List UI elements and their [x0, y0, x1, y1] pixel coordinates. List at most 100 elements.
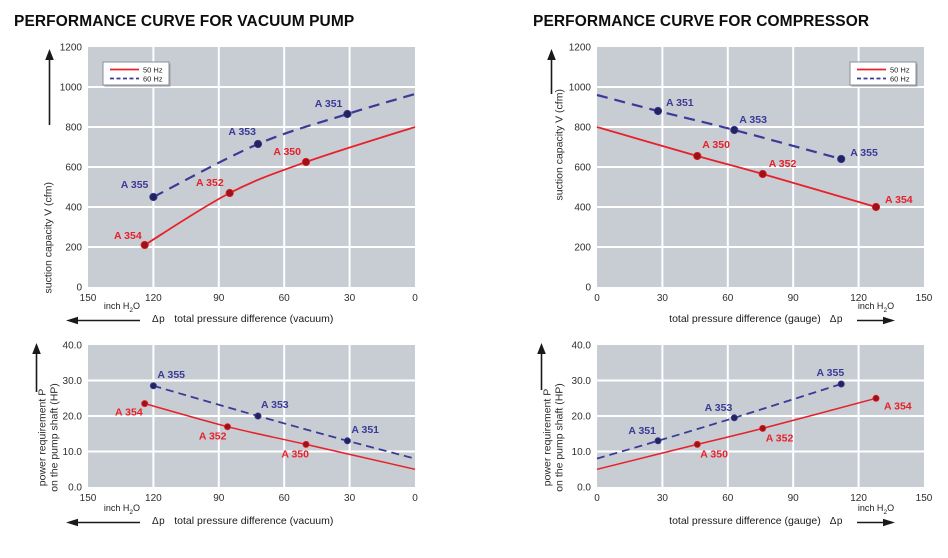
unit-label: inch H2O: [857, 301, 895, 314]
svg-text:120: 120: [145, 293, 162, 304]
svg-text:800: 800: [65, 123, 82, 134]
svg-text:A 353: A 353: [228, 126, 256, 138]
svg-text:400: 400: [65, 203, 82, 214]
svg-text:90: 90: [788, 493, 800, 504]
svg-text:0.0: 0.0: [577, 483, 591, 494]
unit-inch-h2o: inch H2O: [66, 301, 140, 325]
vacuum-pump-title: PERFORMANCE CURVE FOR VACUUM PUMP: [14, 13, 355, 30]
svg-text:30: 30: [344, 293, 356, 304]
svg-text:150: 150: [80, 493, 97, 504]
svg-text:0: 0: [594, 293, 600, 304]
right-arrow-icon: [857, 518, 895, 527]
up-arrow-icon: [45, 49, 54, 125]
svg-text:A 351: A 351: [666, 97, 694, 109]
svg-text:A 350: A 350: [700, 448, 728, 460]
svg-text:20.0: 20.0: [572, 412, 592, 423]
svg-text:10.0: 10.0: [572, 447, 592, 458]
up-arrow-icon: [537, 343, 546, 390]
compressor-power-chart: 0 30 60 90 120 150 0.0 10.0 20.0 30.0 40.0 A 350 A 3…: [572, 341, 933, 505]
svg-text:A 351: A 351: [628, 425, 656, 437]
svg-text:10.0: 10.0: [63, 447, 83, 458]
left-arrow-icon: [66, 316, 140, 325]
svg-text:A 353: A 353: [739, 114, 767, 126]
svg-text:0: 0: [76, 283, 82, 294]
svg-text:A 350: A 350: [281, 448, 309, 460]
svg-text:1200: 1200: [60, 43, 83, 54]
svg-text:0: 0: [585, 283, 591, 294]
svg-text:A 352: A 352: [199, 431, 227, 443]
svg-text:A 352: A 352: [196, 177, 224, 189]
vacuum-capacity-chart: 150 120 90 60 30 0 0 200 400 600 800 1000 1200 A 354 A…: [60, 43, 418, 305]
svg-text:0: 0: [412, 293, 418, 304]
x-axis-label: total pressure difference (vacuum): [174, 313, 334, 325]
svg-text:90: 90: [213, 293, 225, 304]
right-arrow-icon: [857, 316, 895, 325]
svg-text:200: 200: [574, 243, 591, 254]
svg-text:A 355: A 355: [157, 369, 185, 381]
svg-text:150: 150: [916, 293, 933, 304]
x-axis-label: total pressure difference (gauge): [669, 313, 821, 325]
svg-text:60: 60: [279, 293, 291, 304]
svg-text:A 355: A 355: [850, 147, 878, 159]
compressor-power-xaxis-row: total pressure difference (gauge) Δp inc…: [669, 503, 899, 528]
compressor-capacity-xaxis-row: total pressure difference (gauge) Δp inc…: [669, 301, 899, 326]
svg-text:120: 120: [850, 293, 867, 304]
x-axis-label: total pressure difference (vacuum): [174, 515, 334, 527]
up-arrow-icon: [547, 49, 556, 94]
vacuum-power-ylabel: power requirement P on the pump shaft (H…: [36, 318, 61, 558]
compressor-title: PERFORMANCE CURVE FOR COMPRESSOR: [533, 13, 870, 30]
compressor-capacity-chart: 0 30 60 90 120 150 0 200 400 600 800 1000 1200 A 350 A…: [569, 43, 933, 305]
svg-text:A 350: A 350: [273, 146, 301, 158]
svg-text:600: 600: [574, 163, 591, 174]
svg-text:30: 30: [344, 493, 356, 504]
x-axis-label: total pressure difference (gauge): [669, 515, 821, 527]
svg-text:50 Hz: 50 Hz: [143, 65, 163, 74]
svg-text:90: 90: [213, 493, 225, 504]
svg-text:A 354: A 354: [885, 194, 913, 206]
svg-text:A 351: A 351: [315, 98, 343, 110]
svg-text:40.0: 40.0: [63, 341, 83, 352]
svg-text:A 352: A 352: [769, 158, 797, 170]
delta-p-label: Δp: [152, 516, 166, 527]
svg-text:20.0: 20.0: [63, 412, 83, 423]
ylabel-line-2: on the pump shaft (HP): [48, 383, 60, 492]
svg-text:400: 400: [574, 203, 591, 214]
up-arrow-icon: [32, 343, 41, 392]
svg-text:A 353: A 353: [705, 402, 733, 414]
unit-label: inch H2O: [857, 503, 895, 516]
figure-canvas: PERFORMANCE CURVE FOR VACUUM PUMP PERFOR…: [14, 13, 933, 528]
vacuum-power-chart: 150 120 90 60 30 0 0.0 10.0 20.0 30.0 40.0 A 354 A 3…: [63, 341, 419, 505]
svg-text:200: 200: [65, 243, 82, 254]
svg-text:30.0: 30.0: [572, 376, 592, 387]
svg-text:120: 120: [145, 493, 162, 504]
vacuum-power-xaxis-row: inch H2O Δp total pressure difference (v…: [66, 503, 334, 528]
delta-p-label: Δp: [152, 314, 166, 325]
svg-text:150: 150: [80, 293, 97, 304]
svg-text:A 352: A 352: [766, 432, 794, 444]
svg-text:60 Hz: 60 Hz: [890, 74, 910, 83]
unit-inch-h2o: inch H2O: [853, 503, 899, 527]
svg-text:0.0: 0.0: [68, 483, 82, 494]
svg-text:A 353: A 353: [261, 399, 289, 411]
ylabel-line-1: power requirement P: [36, 388, 49, 487]
compressor-power-ylabel: power requirement P on the pump shaft (H…: [541, 318, 566, 558]
svg-text:0: 0: [594, 493, 600, 504]
svg-text:120: 120: [850, 493, 867, 504]
svg-text:A 354: A 354: [115, 407, 143, 419]
svg-text:A 350: A 350: [702, 139, 730, 151]
svg-text:A 355: A 355: [121, 179, 149, 191]
svg-text:150: 150: [916, 493, 933, 504]
left-arrow-icon: [66, 518, 140, 527]
svg-text:30.0: 30.0: [63, 376, 83, 387]
svg-text:60: 60: [722, 293, 734, 304]
ylabel-line-2: on the pump shaft (HP): [553, 383, 565, 492]
compressor-capacity-ylabel: suction capacity V (cfm): [553, 89, 566, 201]
svg-text:60: 60: [279, 493, 291, 504]
unit-label: inch H2O: [103, 503, 140, 516]
svg-text:600: 600: [65, 163, 82, 174]
svg-text:A 354: A 354: [884, 400, 912, 412]
svg-text:50 Hz: 50 Hz: [890, 65, 910, 74]
ylabel-line-1: power requirement P: [541, 388, 554, 487]
unit-inch-h2o: inch H2O: [853, 301, 899, 325]
delta-p-label: Δp: [829, 516, 843, 527]
